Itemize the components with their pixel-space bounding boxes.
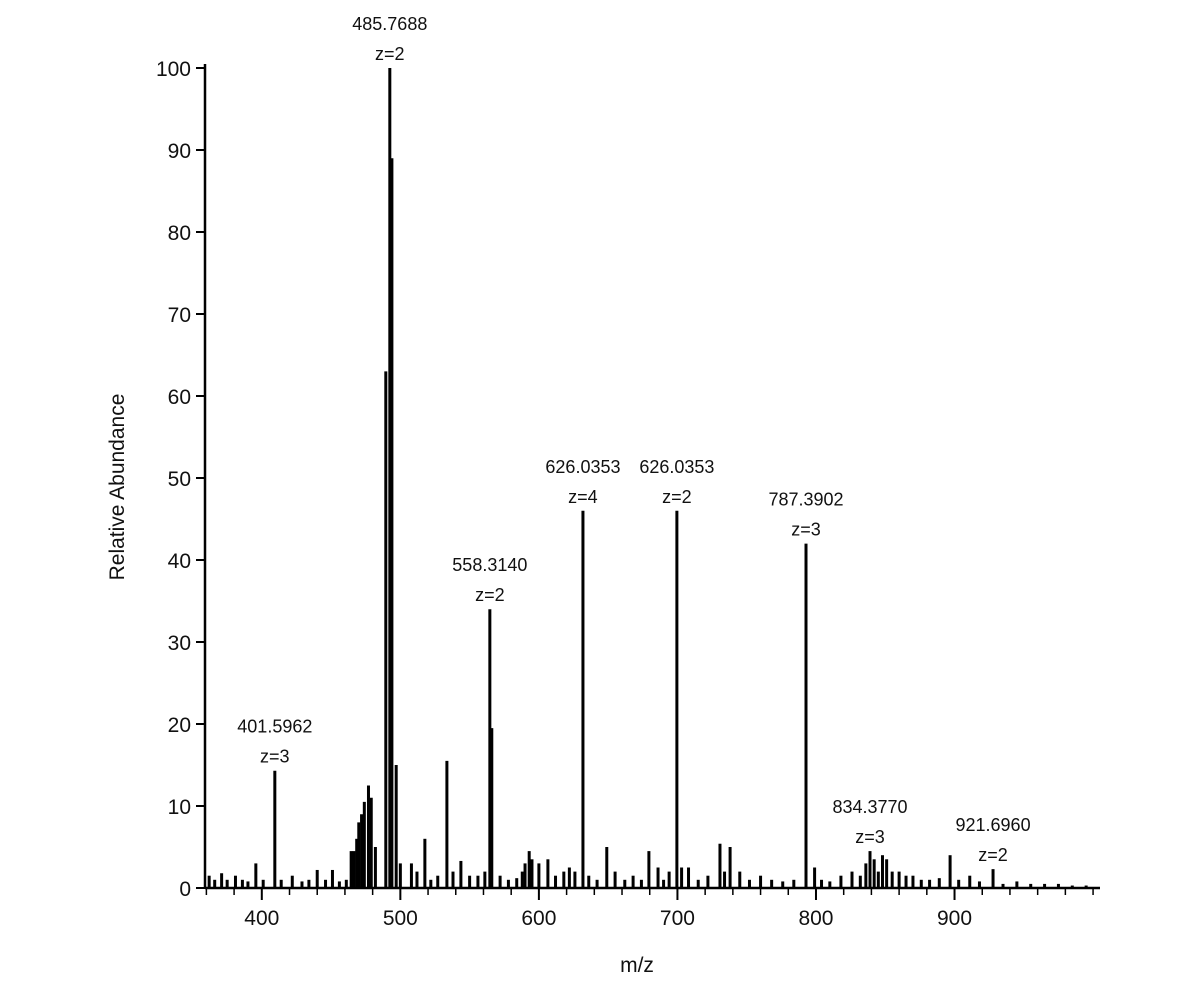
charge-label: z=4 (568, 487, 598, 507)
charge-label: z=2 (475, 585, 505, 605)
x-tick-label: 400 (244, 907, 279, 930)
y-tick-label: 40 (168, 550, 191, 573)
charge-label: z=3 (791, 520, 821, 540)
x-axis-label: m/z (620, 954, 654, 977)
y-tick-label: 50 (168, 468, 191, 491)
peak-label: 401.5962 (237, 717, 312, 737)
charge-label: z=2 (375, 44, 405, 64)
peak-label: 787.3902 (768, 490, 843, 510)
y-tick-label: 10 (168, 796, 191, 819)
peak-label: 485.7688 (352, 14, 427, 34)
y-tick-label: 60 (168, 386, 191, 409)
peak-label: 558.3140 (452, 555, 527, 575)
y-tick-label: 90 (168, 140, 191, 163)
x-tick-label: 600 (521, 907, 556, 930)
x-tick-label: 900 (937, 907, 972, 930)
y-tick-label: 30 (168, 632, 191, 655)
charge-label: z=2 (662, 487, 692, 507)
y-tick-label: 80 (168, 222, 191, 245)
peak-label: 626.0353 (545, 457, 620, 477)
x-tick-label: 800 (798, 907, 833, 930)
x-tick-label: 500 (383, 907, 418, 930)
y-tick-label: 20 (168, 714, 191, 737)
y-tick-label: 0 (179, 878, 191, 901)
charge-label: z=3 (855, 827, 885, 847)
peak-label: 834.3770 (832, 797, 907, 817)
y-axis-label: Relative Abundance (106, 394, 129, 581)
peak-label: 626.0353 (639, 457, 714, 477)
charge-label: z=3 (260, 747, 290, 767)
x-tick-label: 700 (660, 907, 695, 930)
y-tick-label: 100 (156, 58, 191, 81)
peak-label: 921.6960 (956, 815, 1031, 835)
y-tick-label: 70 (168, 304, 191, 327)
charge-label: z=2 (978, 845, 1008, 865)
